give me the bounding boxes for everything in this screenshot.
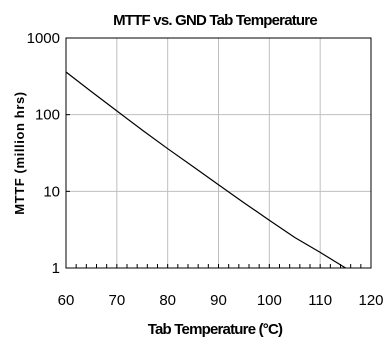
x-tick-label: 110 (308, 292, 332, 309)
x-tick-label: 80 (159, 292, 176, 309)
y-tick-label: 10 (43, 183, 60, 200)
y-tick-label: 1000 (27, 30, 60, 47)
mttf-curve (65, 71, 346, 269)
chart-title: MTTF vs. GND Tab Temperature (113, 12, 317, 29)
data-series (65, 71, 346, 269)
y-axis-label: MTTF (million hrs) (12, 91, 27, 214)
x-axis-label: Tab Temperature (°C) (148, 321, 283, 338)
x-tick-label: 60 (58, 292, 75, 309)
y-tick-labels: 1 10 100 1000 (27, 30, 60, 277)
plot-area (65, 37, 372, 269)
grid-lines (66, 38, 371, 268)
x-tick-labels: 60 70 80 90 100 110 120 (58, 292, 384, 309)
x-tick-label: 70 (108, 292, 125, 309)
x-tick-label: 90 (210, 292, 227, 309)
y-tick-label: 1 (52, 260, 60, 277)
x-tick-label: 120 (358, 292, 383, 309)
x-tick-label: 100 (257, 292, 282, 309)
y-tick-label: 100 (35, 107, 60, 124)
